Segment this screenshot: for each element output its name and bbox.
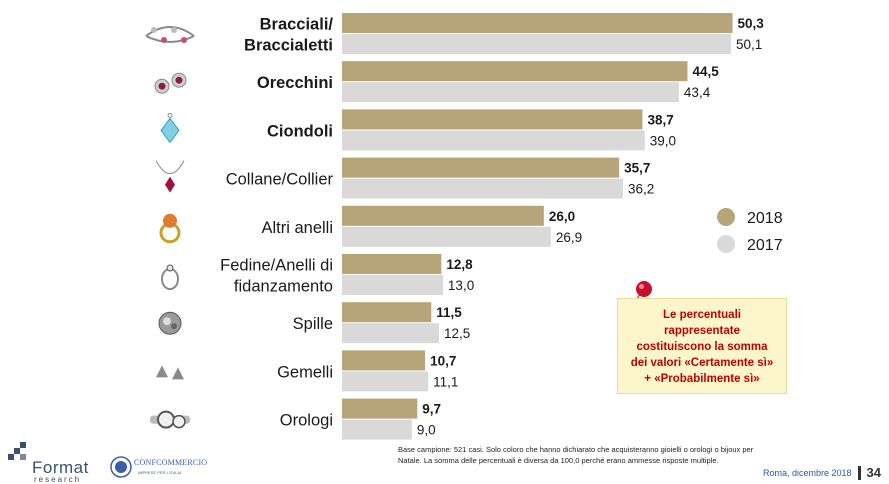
cufflinks-icon bbox=[156, 365, 184, 380]
value-label-2017: 39,0 bbox=[650, 133, 676, 148]
confcommercio-emblem-icon bbox=[110, 456, 132, 478]
bar-2018 bbox=[342, 254, 442, 274]
note-line: Le percentuali bbox=[663, 309, 741, 321]
value-label-2018: 44,5 bbox=[692, 64, 719, 79]
legend-swatch-2018 bbox=[717, 208, 735, 226]
format-logo-sub: research bbox=[34, 475, 82, 484]
value-label-2018: 50,3 bbox=[738, 16, 765, 31]
earrings-icon bbox=[154, 72, 187, 94]
bar-2017 bbox=[342, 82, 679, 103]
value-label-2018: 38,7 bbox=[647, 112, 673, 127]
footnote-line: Base campione: 521 casi. Solo coloro che… bbox=[398, 445, 754, 454]
value-label-2018: 12,8 bbox=[446, 257, 473, 272]
bar-2017 bbox=[342, 419, 412, 440]
engagement-ring-icon bbox=[161, 264, 179, 290]
bar-2018 bbox=[342, 13, 733, 33]
bar-2017 bbox=[342, 34, 731, 54]
bar-2018 bbox=[342, 302, 432, 323]
bar-2018 bbox=[342, 398, 418, 419]
footer: Roma, dicembre 2018 34 bbox=[763, 465, 881, 480]
category-label: Braccialetti bbox=[244, 37, 333, 55]
bar-2017 bbox=[342, 130, 645, 151]
category-label: Fedine/Anelli di bbox=[220, 257, 333, 275]
value-label-2017: 9,0 bbox=[417, 423, 436, 438]
value-label-2017: 13,0 bbox=[448, 278, 474, 293]
value-label-2017: 36,2 bbox=[628, 182, 654, 197]
bar-2018 bbox=[342, 109, 643, 130]
watch-icon bbox=[150, 410, 190, 429]
value-label-2017: 50,1 bbox=[736, 37, 762, 52]
bar-2017 bbox=[342, 275, 443, 295]
category-label: Gemelli bbox=[277, 363, 333, 381]
bar-2018 bbox=[342, 205, 544, 226]
format-logo-icon bbox=[8, 442, 26, 460]
page-number: 34 bbox=[866, 465, 881, 480]
bar-2018 bbox=[342, 350, 426, 371]
category-label: Orecchini bbox=[257, 74, 333, 92]
bar-2018 bbox=[342, 61, 688, 82]
note-line: dei valori «Certamente sì» bbox=[630, 357, 774, 369]
note-line: costituiscono la somma bbox=[636, 341, 768, 353]
category-label: Altri anelli bbox=[261, 219, 333, 237]
legend-label-2018: 2018 bbox=[747, 210, 783, 227]
brooch-icon bbox=[158, 311, 182, 335]
value-label-2017: 12,5 bbox=[444, 326, 470, 341]
bar-2017 bbox=[342, 226, 551, 247]
note-line: + «Probabilmente sì» bbox=[644, 373, 760, 385]
legend-label-2017: 2017 bbox=[747, 237, 783, 254]
note-line: rappresentate bbox=[663, 325, 741, 337]
category-label: Bracciali/ bbox=[260, 16, 334, 34]
value-label-2018: 26,0 bbox=[549, 209, 575, 224]
bracelet-icon bbox=[145, 26, 195, 43]
footer-divider bbox=[857, 465, 861, 480]
value-label-2018: 10,7 bbox=[430, 353, 456, 368]
value-label-2017: 26,9 bbox=[556, 230, 582, 245]
confcommercio-logo-sub: IMPRESE PER L'ITALIA bbox=[138, 470, 182, 475]
value-label-2017: 11,1 bbox=[433, 374, 458, 389]
category-label: Collane/Collier bbox=[226, 171, 334, 189]
ring-icon bbox=[159, 213, 181, 244]
note-box: Le percentuali rappresentate costituisco… bbox=[617, 298, 787, 394]
bar-2017 bbox=[342, 371, 429, 392]
value-label-2017: 43,4 bbox=[684, 85, 711, 100]
category-label: fidanzamento bbox=[234, 278, 333, 296]
pendant-icon bbox=[160, 112, 180, 144]
category-label: Orologi bbox=[280, 412, 333, 430]
category-label: Ciondoli bbox=[267, 122, 333, 140]
format-logo: Format bbox=[32, 458, 89, 477]
bar-2018 bbox=[342, 157, 620, 178]
value-label-2018: 11,5 bbox=[436, 305, 462, 320]
confcommercio-logo: CONFCOMMERCIO bbox=[134, 458, 208, 467]
bar-2017 bbox=[342, 178, 624, 199]
necklace-icon bbox=[155, 160, 185, 193]
value-label-2018: 35,7 bbox=[624, 161, 650, 176]
bar-2017 bbox=[342, 323, 440, 344]
footer-location: Roma, dicembre 2018 bbox=[762, 467, 852, 478]
footnote: Base campione: 521 casi. Solo coloro che… bbox=[398, 444, 838, 466]
footnote-line: Natale. La somma delle percentuali è div… bbox=[398, 456, 719, 465]
legend: 2018 2017 bbox=[717, 208, 783, 254]
value-label-2018: 9,7 bbox=[422, 402, 441, 417]
category-label: Spille bbox=[293, 315, 333, 333]
legend-swatch-2017 bbox=[717, 235, 735, 253]
